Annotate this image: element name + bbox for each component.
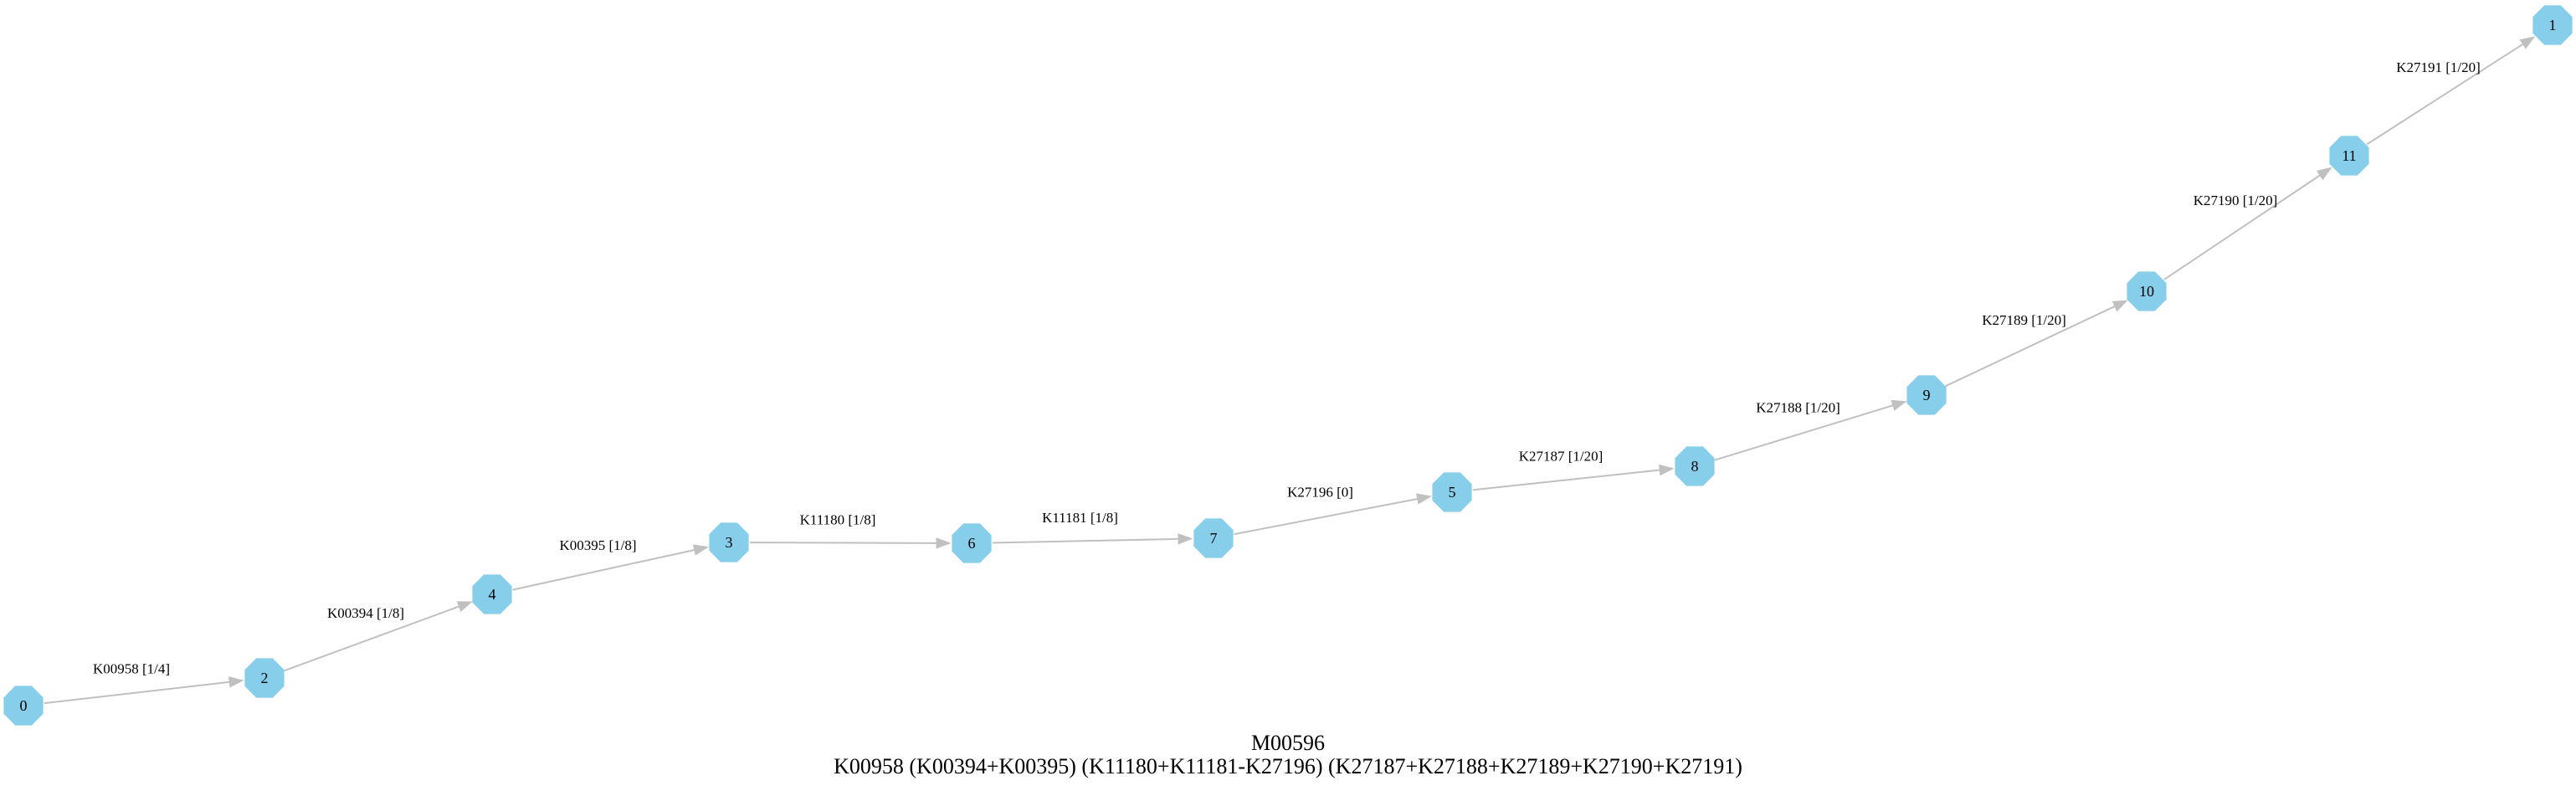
arrowhead (2112, 300, 2128, 312)
edge-label: K27188 [1/20] (1756, 400, 1840, 416)
edge-line (1945, 306, 2116, 388)
edge-label: K11181 [1/8] (1042, 510, 1118, 526)
node-5: 5 (1432, 472, 1472, 512)
arrowhead (1891, 400, 1907, 411)
node-7: 7 (1193, 518, 1234, 558)
edge-label: K27187 [1/20] (1519, 449, 1604, 465)
edge-line (992, 537, 1179, 544)
octagon-node (1432, 472, 1472, 512)
edge-5-8: K27187 [1/20] (1472, 449, 1675, 491)
octagon-node (1906, 375, 1947, 415)
edge-line (2366, 43, 2524, 146)
edge-9-10: K27189 [1/20] (1945, 300, 2128, 388)
node-label: 4 (489, 586, 496, 603)
node-label: 10 (2139, 283, 2154, 300)
arrowhead (456, 601, 473, 612)
edge-line (1234, 497, 1418, 536)
arrowhead (1178, 533, 1193, 545)
node-8: 8 (1675, 446, 1715, 486)
octagon-node (1675, 446, 1715, 486)
edge-line (2163, 174, 2321, 280)
node-4: 4 (472, 574, 512, 614)
node-label: 11 (2342, 147, 2356, 164)
arrowhead (1415, 493, 1432, 505)
node-2: 2 (244, 658, 285, 698)
node-11: 11 (2329, 136, 2369, 176)
edge-11-1: K27191 [1/20] (2366, 36, 2536, 146)
node-label: 7 (1210, 530, 1218, 547)
edge-label: K27196 [0] (1287, 485, 1353, 501)
edge-line (512, 549, 695, 591)
node-3: 3 (709, 522, 749, 562)
edge-line (749, 542, 937, 544)
edge-label: K00394 [1/8] (327, 605, 404, 621)
edge-3-6: K11180 [1/8] (749, 512, 952, 549)
node-label: 3 (726, 534, 733, 551)
octagon-node (952, 523, 992, 563)
edge-label: K27190 [1/20] (2194, 193, 2278, 208)
edge-line (44, 681, 230, 705)
octagon-node (2127, 271, 2167, 311)
edge-2-4: K00394 [1/8] (284, 601, 473, 672)
node-10: 10 (2127, 271, 2167, 311)
octagon-node (709, 522, 749, 562)
node-label: 0 (20, 697, 28, 714)
edges-layer: K00958 [1/4] K00394 [1/8] K00395 [1/8] K111… (44, 36, 2536, 705)
node-9: 9 (1906, 375, 1947, 415)
arrowhead (1659, 464, 1675, 476)
edge-line (1472, 469, 1660, 491)
arrowhead (936, 537, 952, 549)
node-label: 1 (2549, 17, 2557, 33)
node-1: 1 (2532, 5, 2573, 45)
node-label: 9 (1923, 387, 1931, 403)
node-label: 8 (1691, 458, 1699, 475)
edge-line (1714, 404, 1894, 461)
edge-line (284, 605, 459, 672)
node-label: 5 (1449, 484, 1456, 501)
edge-8-9: K27188 [1/20] (1714, 400, 1907, 461)
diagram-title: M00596 (1250, 731, 1326, 755)
octagon-node (2329, 136, 2369, 176)
diagram-formula: K00958 (K00394+K00395) (K11180+K11181-K2… (834, 754, 1742, 778)
edge-label: K27189 [1/20] (1982, 312, 2066, 328)
node-0: 0 (3, 686, 44, 726)
edge-label: K11180 [1/8] (800, 512, 876, 528)
edge-4-3: K00395 [1/8] (512, 537, 709, 591)
edge-label: K27191 [1/20] (2396, 59, 2481, 75)
node-label: 6 (968, 535, 976, 552)
octagon-node (2532, 5, 2573, 45)
octagon-node (244, 658, 285, 698)
arrowhead (2519, 36, 2536, 49)
node-label: 2 (261, 670, 269, 686)
arrowhead (2316, 167, 2332, 181)
arrowhead (693, 544, 709, 556)
octagon-node (1193, 518, 1234, 558)
edge-label: K00958 [1/4] (93, 661, 170, 677)
arrowhead (228, 676, 244, 688)
edge-6-7: K11181 [1/8] (992, 510, 1193, 545)
octagon-node (3, 686, 44, 726)
octagon-node (472, 574, 512, 614)
edge-0-2: K00958 [1/4] (44, 661, 244, 705)
edge-10-11: K27190 [1/20] (2163, 167, 2332, 280)
edge-7-5: K27196 [0] (1234, 485, 1432, 536)
edge-label: K00395 [1/8] (559, 537, 636, 553)
node-6: 6 (952, 523, 992, 563)
